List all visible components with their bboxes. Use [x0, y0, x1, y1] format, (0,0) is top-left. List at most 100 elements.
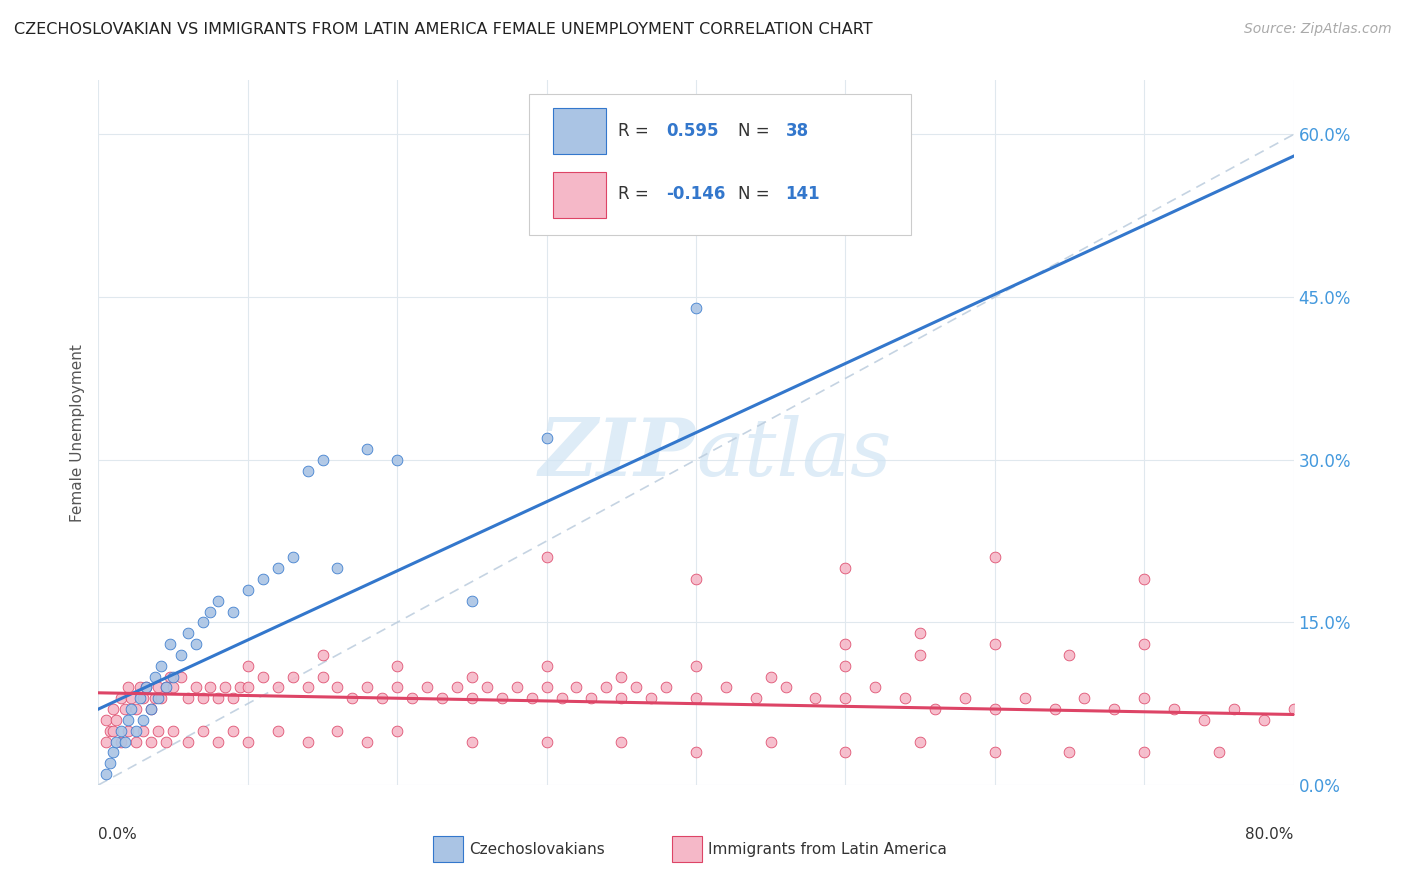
Point [506, 681, 529, 695]
Point [207, 691, 229, 706]
Point [150, 658, 173, 673]
Text: 141: 141 [786, 186, 820, 203]
Point [229, 681, 252, 695]
Point [461, 734, 484, 748]
Point [177, 734, 200, 748]
Point [159, 669, 181, 683]
Point [356, 734, 378, 748]
Point [222, 691, 245, 706]
FancyBboxPatch shape [672, 836, 702, 863]
Text: N =: N = [738, 186, 775, 203]
Point [1133, 637, 1156, 651]
Point [214, 681, 236, 695]
Point [685, 746, 707, 760]
Point [908, 648, 931, 662]
Point [714, 681, 737, 695]
Point [581, 691, 603, 706]
Point [759, 734, 782, 748]
Point [1163, 702, 1185, 716]
Point [177, 626, 200, 640]
Point [371, 691, 394, 706]
Point [311, 648, 333, 662]
Point [281, 669, 304, 683]
Point [297, 464, 319, 478]
Point [834, 691, 856, 706]
Text: -0.146: -0.146 [666, 186, 725, 203]
Point [984, 550, 1007, 565]
Text: ZIP: ZIP [538, 415, 696, 492]
Point [775, 681, 797, 695]
Point [1014, 691, 1036, 706]
Point [267, 681, 290, 695]
Point [326, 723, 349, 738]
Y-axis label: Female Unemployment: Female Unemployment [69, 343, 84, 522]
Text: 0.0%: 0.0% [98, 827, 138, 842]
Point [536, 431, 558, 445]
Point [162, 669, 184, 683]
Point [148, 681, 170, 695]
Point [139, 702, 162, 716]
Point [129, 691, 152, 706]
Point [430, 691, 453, 706]
Point [162, 681, 184, 695]
Point [326, 681, 349, 695]
Point [984, 702, 1007, 716]
Point [132, 691, 155, 706]
Point [125, 702, 148, 716]
Point [1133, 691, 1156, 706]
Point [834, 561, 856, 575]
Point [191, 615, 214, 630]
Point [1073, 691, 1095, 706]
Point [148, 723, 170, 738]
Point [1253, 713, 1275, 727]
Point [143, 691, 166, 706]
Point [610, 734, 633, 748]
Point [834, 746, 856, 760]
Point [117, 713, 139, 727]
Point [267, 561, 290, 575]
Point [342, 691, 364, 706]
Point [1223, 702, 1246, 716]
Point [385, 681, 409, 695]
Text: Immigrants from Latin America: Immigrants from Latin America [709, 841, 946, 856]
Point [125, 723, 148, 738]
Point [565, 681, 588, 695]
Point [207, 734, 229, 748]
Point [184, 681, 207, 695]
Text: R =: R = [619, 186, 654, 203]
Point [148, 691, 170, 706]
Point [685, 658, 707, 673]
Point [416, 681, 439, 695]
Point [155, 681, 177, 695]
Text: 0.595: 0.595 [666, 122, 718, 140]
Point [132, 713, 155, 727]
Point [610, 691, 633, 706]
Point [908, 626, 931, 640]
Text: atlas: atlas [696, 415, 891, 492]
Point [461, 669, 484, 683]
Point [685, 572, 707, 586]
Point [520, 691, 543, 706]
Point [461, 691, 484, 706]
Point [103, 746, 125, 760]
Point [103, 702, 125, 716]
Point [105, 734, 128, 748]
Point [135, 681, 157, 695]
Text: Czechoslovakians: Czechoslovakians [470, 841, 605, 856]
Point [103, 723, 125, 738]
Point [191, 723, 214, 738]
Point [252, 572, 274, 586]
Point [222, 605, 245, 619]
Point [610, 669, 633, 683]
Point [200, 605, 222, 619]
Point [177, 691, 200, 706]
Point [311, 669, 333, 683]
Point [1208, 746, 1230, 760]
Point [385, 723, 409, 738]
Point [1282, 702, 1305, 716]
Point [475, 681, 498, 695]
Point [536, 681, 558, 695]
Text: Source: ZipAtlas.com: Source: ZipAtlas.com [1244, 22, 1392, 37]
FancyBboxPatch shape [553, 172, 606, 218]
Point [110, 734, 132, 748]
